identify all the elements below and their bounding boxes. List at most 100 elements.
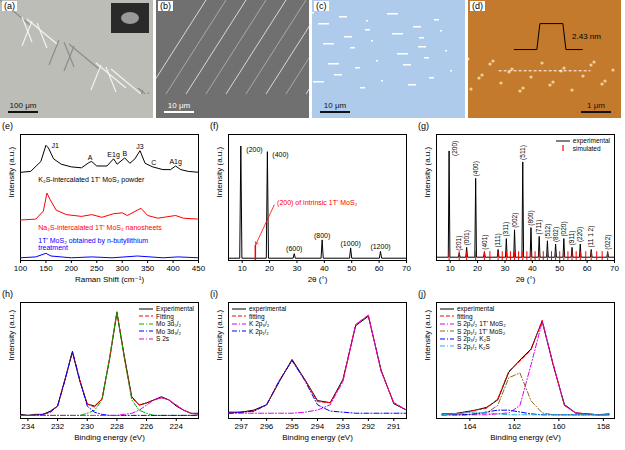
svg-text:(800): (800)	[527, 210, 535, 225]
html-text:simulated: simulated	[572, 144, 601, 152]
svg-text:228: 228	[110, 422, 124, 431]
svg-text:(400): (400)	[472, 161, 480, 176]
svg-text:200: 200	[65, 264, 79, 273]
svg-text:230: 230	[81, 422, 95, 431]
html-text:(a): (a)	[4, 1, 15, 11]
html-text:(f): (f)	[210, 121, 219, 131]
html-text:(e): (e)	[2, 121, 13, 131]
svg-text:(220): (220)	[576, 227, 584, 242]
svg-text:291: 291	[387, 422, 401, 431]
svg-text:164: 164	[463, 422, 477, 431]
svg-text:(11 1 2): (11 1 2)	[587, 226, 595, 248]
svg-text:40: 40	[320, 264, 329, 273]
svg-text:232: 232	[51, 422, 65, 431]
svg-text:(111): (111)	[494, 233, 502, 247]
svg-text:1T' MoS₂ obtained by n-butylli: 1T' MoS₂ obtained by n-butyllithiumtreat…	[38, 237, 148, 251]
svg-text:297: 297	[235, 422, 249, 431]
svg-text:(511): (511)	[519, 145, 527, 160]
html-text:(g): (g)	[418, 121, 429, 131]
svg-text:100 μm: 100 μm	[10, 101, 37, 110]
svg-text:226: 226	[140, 422, 154, 431]
svg-text:20: 20	[473, 264, 482, 273]
svg-text:10 μm: 10 μm	[324, 101, 347, 110]
svg-text:Intensity (a.u.): Intensity (a.u.)	[7, 146, 16, 197]
svg-text:10: 10	[238, 264, 247, 273]
svg-text:10: 10	[446, 264, 455, 273]
svg-text:Intensity (a.u.): Intensity (a.u.)	[215, 309, 224, 360]
svg-text:100: 100	[14, 264, 28, 273]
svg-text:(802): (802)	[552, 227, 560, 242]
svg-text:10 μm: 10 μm	[168, 101, 191, 110]
svg-text:(020): (020)	[560, 221, 568, 236]
svg-text:158: 158	[597, 422, 611, 431]
svg-text:(711): (711)	[535, 220, 543, 235]
svg-text:Intensity (a.u.): Intensity (a.u.)	[215, 146, 224, 197]
svg-text:(200): (200)	[246, 146, 262, 154]
svg-text:E1g: E1g	[107, 151, 120, 159]
svg-text:J1: J1	[51, 142, 59, 149]
svg-text:A1g: A1g	[169, 158, 182, 166]
svg-text:Intensity (a.u.): Intensity (a.u.)	[7, 309, 16, 360]
svg-text:(401): (401)	[481, 235, 489, 250]
svg-text:B: B	[122, 150, 127, 157]
svg-text:292: 292	[362, 422, 376, 431]
svg-text:400: 400	[166, 264, 180, 273]
svg-text:350: 350	[141, 264, 155, 273]
svg-text:(001): (001)	[463, 230, 471, 245]
svg-text:150: 150	[39, 264, 53, 273]
svg-text:Intensity (a.u.): Intensity (a.u.)	[423, 146, 432, 197]
svg-text:(600): (600)	[286, 245, 302, 253]
svg-text:162: 162	[508, 422, 522, 431]
svg-text:1 μm: 1 μm	[587, 101, 605, 110]
svg-text:(1200): (1200)	[370, 243, 390, 251]
svg-text:300: 300	[116, 264, 130, 273]
svg-text:250: 250	[90, 264, 104, 273]
svg-text:50: 50	[347, 264, 356, 273]
svg-text:293: 293	[336, 422, 350, 431]
svg-text:(1000): (1000)	[341, 240, 361, 248]
svg-text:60: 60	[583, 264, 592, 273]
html-text:(h): (h)	[2, 289, 13, 299]
svg-text:(311): (311)	[502, 222, 510, 237]
svg-text:K₂S-intercalated 1T' MoS₂ powd: K₂S-intercalated 1T' MoS₂ powder	[38, 176, 145, 184]
svg-text:(200): (200)	[451, 141, 459, 156]
svg-text:(800): (800)	[314, 232, 330, 240]
svg-text:296: 296	[260, 422, 274, 431]
svg-text:40: 40	[528, 264, 537, 273]
svg-text:2θ (°): 2θ (°)	[516, 275, 536, 284]
html-text:(d): (d)	[472, 1, 483, 11]
svg-text:(200) of intrinsic 1T' MoS₂: (200) of intrinsic 1T' MoS₂	[277, 199, 358, 207]
svg-text:160: 160	[552, 422, 566, 431]
svg-text:(002): (002)	[511, 213, 519, 228]
svg-text:295: 295	[285, 422, 299, 431]
html-text:(c): (c)	[316, 1, 327, 11]
svg-text:Binding energy (eV): Binding energy (eV)	[282, 433, 353, 442]
svg-text:(911): (911)	[568, 231, 576, 246]
svg-text:30: 30	[293, 264, 302, 273]
svg-text:20: 20	[265, 264, 274, 273]
svg-text:30: 30	[501, 264, 510, 273]
svg-text:Binding energy (eV): Binding energy (eV)	[74, 433, 145, 442]
svg-text:70: 70	[402, 264, 411, 273]
svg-text:A: A	[88, 154, 93, 161]
svg-text:Raman Shift (cm⁻¹): Raman Shift (cm⁻¹)	[75, 275, 144, 284]
html-text:(b): (b)	[160, 1, 171, 11]
svg-text:50: 50	[555, 264, 564, 273]
svg-text:450: 450	[192, 264, 206, 273]
svg-text:234: 234	[21, 422, 35, 431]
svg-text:(512): (512)	[543, 224, 551, 239]
svg-text:294: 294	[311, 422, 325, 431]
svg-text:70: 70	[610, 264, 619, 273]
svg-text:Na₂S-intercalated 1T' MoS₂ nan: Na₂S-intercalated 1T' MoS₂ nanosheets	[38, 224, 162, 231]
svg-text:(400): (400)	[272, 151, 288, 159]
svg-text:2.43 nm: 2.43 nm	[572, 32, 601, 41]
svg-text:C: C	[151, 159, 156, 166]
svg-text:60: 60	[375, 264, 384, 273]
svg-text:Intensity (a.u.): Intensity (a.u.)	[423, 309, 432, 360]
svg-text:J3: J3	[136, 143, 144, 150]
svg-text:Binding energy (eV): Binding energy (eV)	[490, 433, 561, 442]
svg-text:(022): (022)	[604, 235, 612, 250]
svg-text:2θ (°): 2θ (°)	[308, 275, 328, 284]
svg-text:224: 224	[170, 422, 184, 431]
svg-text:(201): (201)	[455, 235, 463, 251]
